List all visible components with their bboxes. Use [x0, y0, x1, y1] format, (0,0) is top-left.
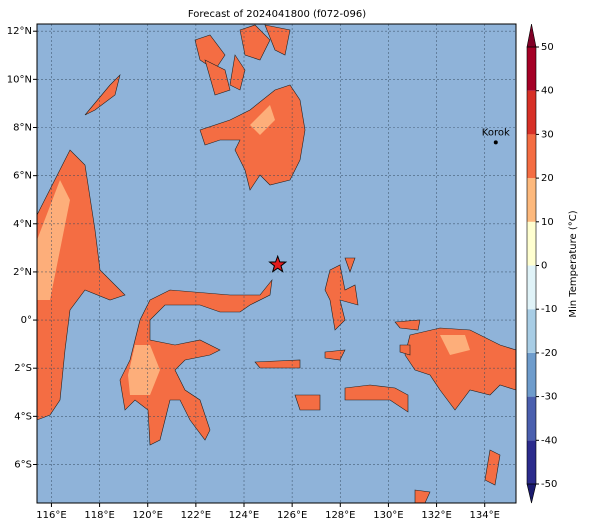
map-frame: [36, 23, 517, 504]
x-tick-label: 122°E: [181, 510, 211, 521]
x-tick-label: 118°E: [84, 510, 114, 521]
x-tick-label: 130°E: [373, 510, 403, 521]
colorbar-tick-label: -30: [541, 392, 557, 403]
colorbar-tick-label: -10: [541, 304, 557, 315]
colorbar-band: [527, 47, 536, 91]
x-tick-label: 126°E: [277, 510, 307, 521]
y-tick-label: 4°N: [13, 219, 32, 230]
y-tick-label: 2°S: [14, 363, 32, 374]
colorbar-tick-label: 10: [541, 217, 554, 228]
y-tick-label: 8°N: [13, 123, 32, 134]
colorbar-tick-label: 20: [541, 173, 554, 184]
colorbar-tick-label: 40: [541, 86, 554, 97]
colorbar-tick-label: 0: [541, 261, 547, 272]
colorbar-tick-label: -40: [541, 435, 557, 446]
colorbar-label: Min Temperature (°C): [568, 210, 579, 317]
colorbar-band: [527, 178, 536, 222]
y-tick-label: 6°N: [13, 171, 32, 182]
colorbar-band: [527, 440, 536, 484]
x-tick-label: 124°E: [229, 510, 259, 521]
land: [36, 24, 517, 504]
colorbar-band: [527, 396, 536, 441]
colorbar-tick-label: -20: [541, 348, 557, 359]
y-tick-label: 12°N: [7, 26, 32, 37]
y-tick-label: 6°S: [14, 459, 32, 470]
colorbar-tick-label: -50: [541, 479, 557, 490]
x-tick-label: 120°E: [133, 510, 163, 521]
x-tick-label: 132°E: [421, 510, 451, 521]
x-tick-label: 128°E: [325, 510, 355, 521]
y-tick-label: 4°S: [14, 411, 32, 422]
place-label: Korok: [482, 127, 510, 138]
colorbar-extend-high: [526, 23, 537, 48]
map-title: Forecast of 2024041800 (f072-096): [188, 9, 366, 20]
x-tick-label: 116°E: [36, 510, 66, 521]
place-marker: [493, 140, 498, 145]
x-tick-label: 134°E: [470, 510, 500, 521]
colorbar-extend-low: [526, 483, 537, 504]
colorbar-band: [527, 265, 536, 310]
colorbar-band: [527, 134, 536, 179]
colorbar-tick-label: 50: [541, 42, 554, 53]
colorbar-band: [527, 309, 536, 353]
y-tick-label: 10°N: [7, 74, 32, 85]
colorbar-band: [527, 90, 536, 135]
colorbar-tick-label: 30: [541, 129, 554, 140]
colorbar-band: [527, 221, 536, 266]
colorbar-band: [527, 352, 536, 397]
storm-star: [268, 254, 288, 273]
y-tick-label: 2°N: [13, 267, 32, 278]
y-tick-label: 0°: [21, 315, 32, 326]
